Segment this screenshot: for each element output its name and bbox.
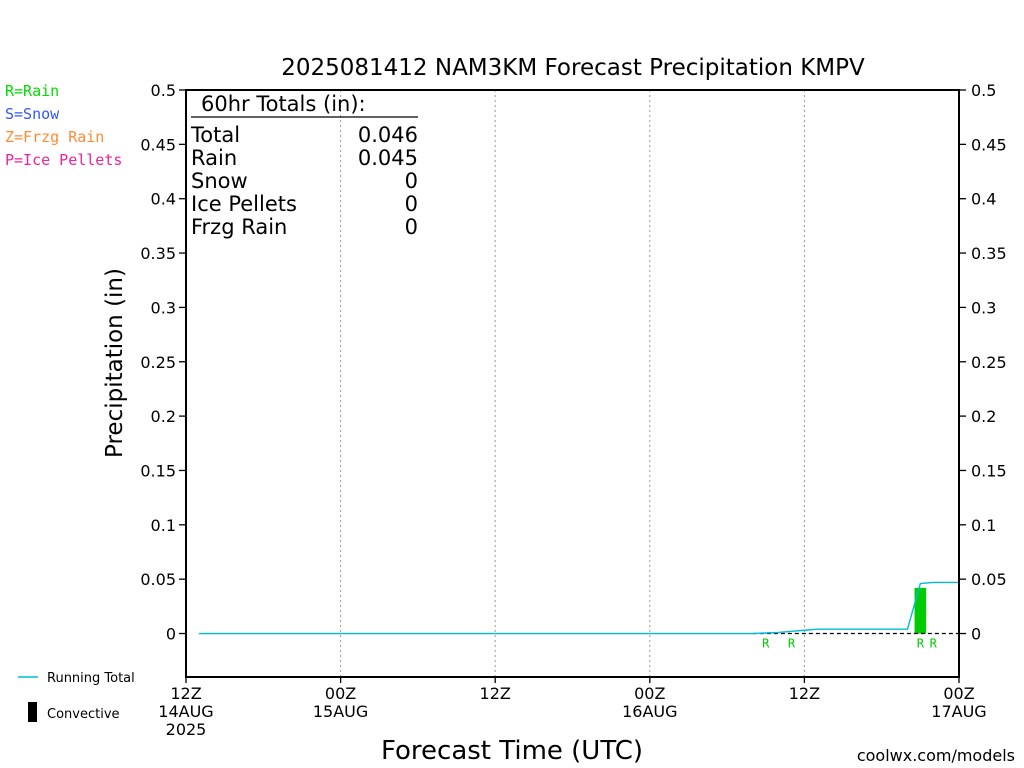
- y-tick-label-right: 0.15: [971, 461, 1007, 480]
- precip-bars: [914, 587, 927, 634]
- y-tick-label-right: 0.45: [971, 135, 1007, 154]
- totals-row-value: 0: [405, 192, 418, 216]
- x-tick-label: 16AUG: [622, 702, 677, 721]
- ptype-marker: R: [762, 637, 770, 651]
- totals-row-label: Frzg Rain: [191, 215, 287, 239]
- y-tick-label-left: 0.35: [140, 244, 176, 263]
- y-tick-label-right: 0.2: [971, 407, 996, 426]
- totals-row-label: Snow: [191, 169, 248, 193]
- x-tick-label: 17AUG: [931, 702, 986, 721]
- x-tick-label: 14AUG: [158, 702, 213, 721]
- chart-title: 2025081412 NAM3KM Forecast Precipitation…: [281, 55, 865, 81]
- ptype-marker: R: [788, 637, 796, 651]
- y-ticks-right: 0.5 0.45 0.4 0.35 0.3 0.25 0.2 0.15 0.1 0.05 0: [959, 81, 1007, 644]
- y-tick-label-right: 0.5: [971, 81, 996, 100]
- x-tick-label: 00Z: [943, 684, 974, 703]
- y-tick-label-right: 0.1: [971, 516, 996, 535]
- y-axis-label: Precipitation (in): [102, 268, 128, 458]
- running-total-legend-label: Running Total: [47, 671, 135, 686]
- y-tick-label-right: 0.25: [971, 353, 1007, 372]
- ptype-legend-item: R=Rain: [5, 82, 59, 100]
- y-tick-label-left: 0.25: [140, 353, 176, 372]
- ptype-legend-item: P=Ice Pellets: [5, 151, 122, 169]
- convective-legend-label: Convective: [47, 707, 120, 722]
- totals-row-value: 0: [405, 215, 418, 239]
- plot-frame: [185, 89, 960, 678]
- y-tick-label-right: 0: [971, 625, 981, 644]
- y-tick-label-left: 0.2: [151, 407, 176, 426]
- x-axis-label: Forecast Time (UTC): [381, 736, 643, 766]
- x-tick-label: 15AUG: [313, 702, 368, 721]
- y-tick-label-left: 0.5: [151, 81, 176, 100]
- totals-header: 60hr Totals (in):: [201, 92, 366, 116]
- y-ticks-left: 0.5 0.45 0.4 0.35 0.3 0.25 0.2 0.15 0.1 0.05 0: [140, 81, 186, 644]
- y-tick-label-right: 0.05: [971, 570, 1007, 589]
- y-tick-label-left: 0.1: [151, 516, 176, 535]
- totals-row-value: 0.046: [358, 123, 418, 147]
- x-tick-label: 2025: [166, 720, 207, 739]
- totals-box: 60hr Totals (in): Total 0.046 Rain 0.045 Sno…: [190, 92, 418, 239]
- totals-row-label: Rain: [191, 146, 237, 170]
- y-tick-label-left: 0.15: [140, 461, 176, 480]
- convective-legend-swatch: [28, 702, 37, 722]
- running-total-series: [198, 581, 959, 635]
- ptype-legend-item: S=Snow: [5, 105, 60, 123]
- y-tick-label-right: 0.35: [971, 244, 1007, 263]
- totals-row-value: 0.045: [358, 146, 418, 170]
- x-tick-label: 12Z: [170, 684, 201, 703]
- y-tick-label-right: 0.3: [971, 298, 996, 317]
- credit-text: coolwx.com/models: [857, 746, 1015, 765]
- ptype-marker: R: [917, 637, 925, 651]
- ptype-legend: R=Rain S=Snow Z=Frzg Rain P=Ice Pellets: [5, 82, 122, 169]
- x-tick-label: 12Z: [789, 684, 820, 703]
- x-tick-label: 00Z: [634, 684, 665, 703]
- precip-bar: [914, 587, 927, 634]
- x-tick-label: 00Z: [325, 684, 356, 703]
- totals-row-label: Ice Pellets: [191, 192, 297, 216]
- y-tick-label-left: 0.05: [140, 570, 176, 589]
- totals-row-value: 0: [405, 169, 418, 193]
- running-total-line: [198, 581, 959, 635]
- totals-row-label: Total: [190, 123, 240, 147]
- ptype-marker: R: [930, 637, 938, 651]
- ptype-legend-item: Z=Frzg Rain: [5, 128, 104, 146]
- y-tick-label-left: 0.3: [151, 298, 176, 317]
- x-tick-label: 12Z: [480, 684, 511, 703]
- y-tick-label-left: 0.45: [140, 135, 176, 154]
- bottom-legend: Running Total Convective: [18, 671, 135, 722]
- y-tick-label-left: 0.4: [151, 190, 176, 209]
- y-tick-label-right: 0.4: [971, 190, 996, 209]
- y-tick-label-left: 0: [166, 625, 176, 644]
